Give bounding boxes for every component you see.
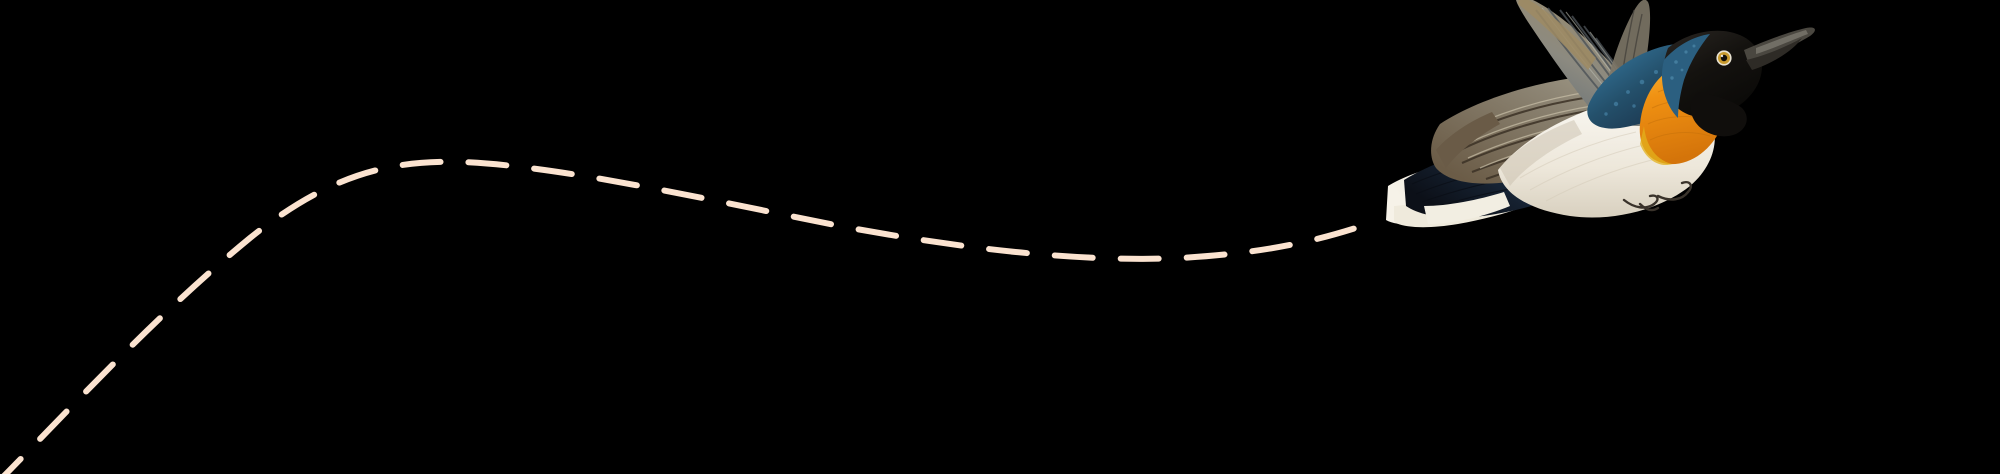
foot-toe-extra xyxy=(1638,202,1660,212)
beak-lower xyxy=(1746,38,1802,70)
flight-path xyxy=(1,158,1371,474)
head-black-cheek xyxy=(1690,92,1747,137)
bird-beak xyxy=(1744,27,1815,70)
foot-right-claw xyxy=(1680,181,1693,194)
head-teal-nape xyxy=(1661,34,1710,118)
head-teal-speckle xyxy=(1670,44,1696,80)
belly-texture xyxy=(1519,131,1661,202)
foot-left xyxy=(1622,198,1656,209)
bird-body-group xyxy=(1386,0,1815,228)
throat-gold-edge xyxy=(1640,126,1672,166)
bird-eye xyxy=(1716,50,1732,66)
foot-right xyxy=(1656,190,1690,201)
flank-shadow xyxy=(1500,120,1582,186)
bird-head xyxy=(1661,27,1815,137)
eye-catchlight xyxy=(1720,54,1724,58)
bird-feet xyxy=(1622,181,1693,212)
beak-highlight xyxy=(1756,30,1808,54)
wing-upper-leading-edge xyxy=(1518,0,1596,70)
tail-white-tip-notch xyxy=(1424,192,1510,224)
foot-left-claw xyxy=(1648,194,1659,206)
wing-lower-tip xyxy=(1436,112,1500,168)
